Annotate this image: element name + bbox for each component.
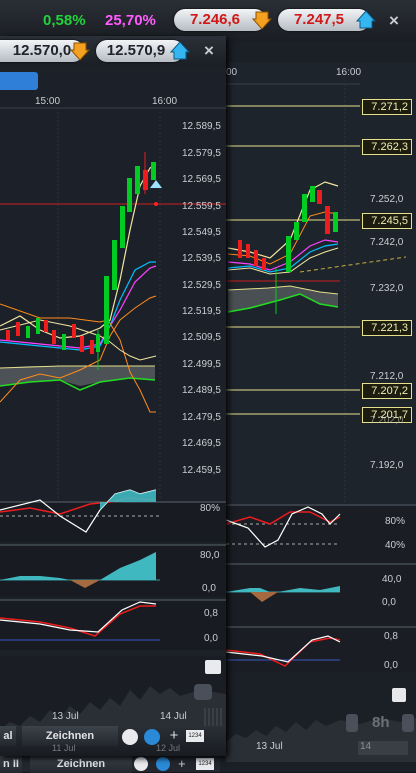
front-date-label: 14 Jul: [160, 711, 187, 722]
back-bottom-number: 14: [358, 741, 408, 755]
nav-arrows-button[interactable]: [194, 684, 212, 700]
back-time-label: 00: [226, 67, 238, 78]
back-axis-label: 7.242,0: [370, 237, 404, 248]
front-axis-label: 12.479,5: [182, 412, 221, 423]
front-osc-label: 0,0: [204, 633, 218, 644]
price-level-box: 7.245,5: [362, 213, 412, 229]
sell-price-value: 12.570,0: [12, 42, 72, 59]
price-level-box: 7.271,2: [362, 99, 412, 115]
back-cursor-icon[interactable]: [156, 757, 170, 771]
back-axis-label: 7.202,0: [370, 415, 404, 426]
scroll-handle[interactable]: [204, 708, 222, 726]
back-axis-label: 7.252,0: [370, 194, 404, 205]
buy-price-button[interactable]: 12.570,9: [96, 40, 190, 62]
arrow-down-icon: [252, 11, 272, 30]
ghost-date-label: 12 Jul: [156, 743, 181, 753]
tab-active[interactable]: [0, 72, 38, 90]
sell-price-button[interactable]: 12.570,0: [0, 40, 90, 62]
back-crosshair-icon[interactable]: +: [178, 756, 186, 771]
front-axis-label: 12.499,5: [182, 359, 221, 370]
ghost-date-label: 11 Jul: [52, 743, 76, 753]
arrow-up-icon: [356, 10, 376, 29]
buy-price-value: 12.570,9: [106, 42, 166, 59]
front-osc-label: 0,0: [202, 583, 216, 594]
back-time-label: 16:00: [336, 67, 362, 78]
front-axis-label: 12.559,5: [182, 201, 221, 212]
front-osc-label: 0,8: [204, 608, 218, 619]
change-percent-pink: 25,70%: [105, 12, 156, 29]
front-price-chart: [0, 90, 226, 756]
front-axis-label: 12.469,5: [182, 438, 221, 449]
back-osc-label: 0,0: [384, 660, 398, 671]
back-pen-icon[interactable]: [134, 757, 148, 771]
back-toolbar-left-button[interactable]: n II: [0, 755, 22, 773]
back-osc-label: 40%: [385, 540, 406, 551]
front-time-label: 15:00: [35, 96, 61, 107]
front-osc-label: 80%: [200, 503, 221, 514]
scroll-down-button[interactable]: [205, 660, 221, 674]
back-osc-label: 80%: [385, 516, 406, 527]
back-osc-label: 0,0: [382, 597, 396, 608]
zoom-label[interactable]: 8h: [372, 714, 390, 731]
close-icon[interactable]: ×: [389, 11, 399, 30]
buy-price-button-back[interactable]: 7.247,5: [278, 9, 376, 31]
sell-price-button-back[interactable]: 7.246,6: [174, 9, 272, 31]
front-osc-label: 80,0: [200, 550, 220, 561]
back-axis-label: 7.192,0: [370, 460, 404, 471]
front-axis-label: 12.589,5: [182, 121, 221, 132]
front-time-label: 16:00: [152, 96, 178, 107]
back-osc-label: 40,0: [382, 574, 402, 585]
close-icon[interactable]: ×: [204, 41, 214, 60]
pen-icon[interactable]: [122, 729, 138, 745]
price-level-box: 7.207,2: [362, 383, 412, 399]
sell-price-value: 7.246,6: [189, 11, 241, 28]
buy-price-value: 7.247,5: [293, 11, 345, 28]
price-level-box: 7.221,3: [362, 320, 412, 336]
front-axis-label: 12.519,5: [182, 306, 221, 317]
front-axis-label: 12.489,5: [182, 385, 221, 396]
back-axis-label: 7.232,0: [370, 283, 404, 294]
change-percent-green: 0,58%: [43, 12, 86, 29]
arrow-up-icon: [170, 41, 190, 60]
front-axis-label: 12.569,5: [182, 174, 221, 185]
front-draw-button[interactable]: Zeichnen: [22, 726, 118, 746]
back-osc-label: 0,8: [384, 631, 398, 642]
front-chart-window: 12.570,0 12.570,9 ×: [0, 36, 226, 756]
back-numbers-icon[interactable]: 1234: [196, 758, 214, 770]
front-axis-label: 12.509,5: [182, 332, 221, 343]
back-date-label: 13 Jul: [256, 741, 283, 752]
front-axis-label: 12.459,5: [182, 465, 221, 476]
price-level-box: 7.201,7: [362, 407, 412, 423]
crosshair-icon[interactable]: +: [169, 727, 179, 744]
front-axis-label: 12.579,5: [182, 148, 221, 159]
back-draw-button[interactable]: Zeichnen: [30, 755, 132, 773]
numbers-icon[interactable]: 1234: [186, 730, 204, 742]
cursor-icon[interactable]: [144, 729, 160, 745]
front-date-label: 13 Jul: [52, 711, 79, 722]
price-level-box: 7.262,3: [362, 139, 412, 155]
front-axis-label: 12.539,5: [182, 253, 221, 264]
front-axis-label: 12.529,5: [182, 280, 221, 291]
front-toolbar-left-button[interactable]: al: [0, 726, 16, 746]
back-axis-label: 7.212,0: [370, 371, 404, 382]
front-axis-label: 12.549,5: [182, 227, 221, 238]
arrow-down-icon: [70, 42, 90, 61]
back-price-chart: [225, 62, 416, 762]
